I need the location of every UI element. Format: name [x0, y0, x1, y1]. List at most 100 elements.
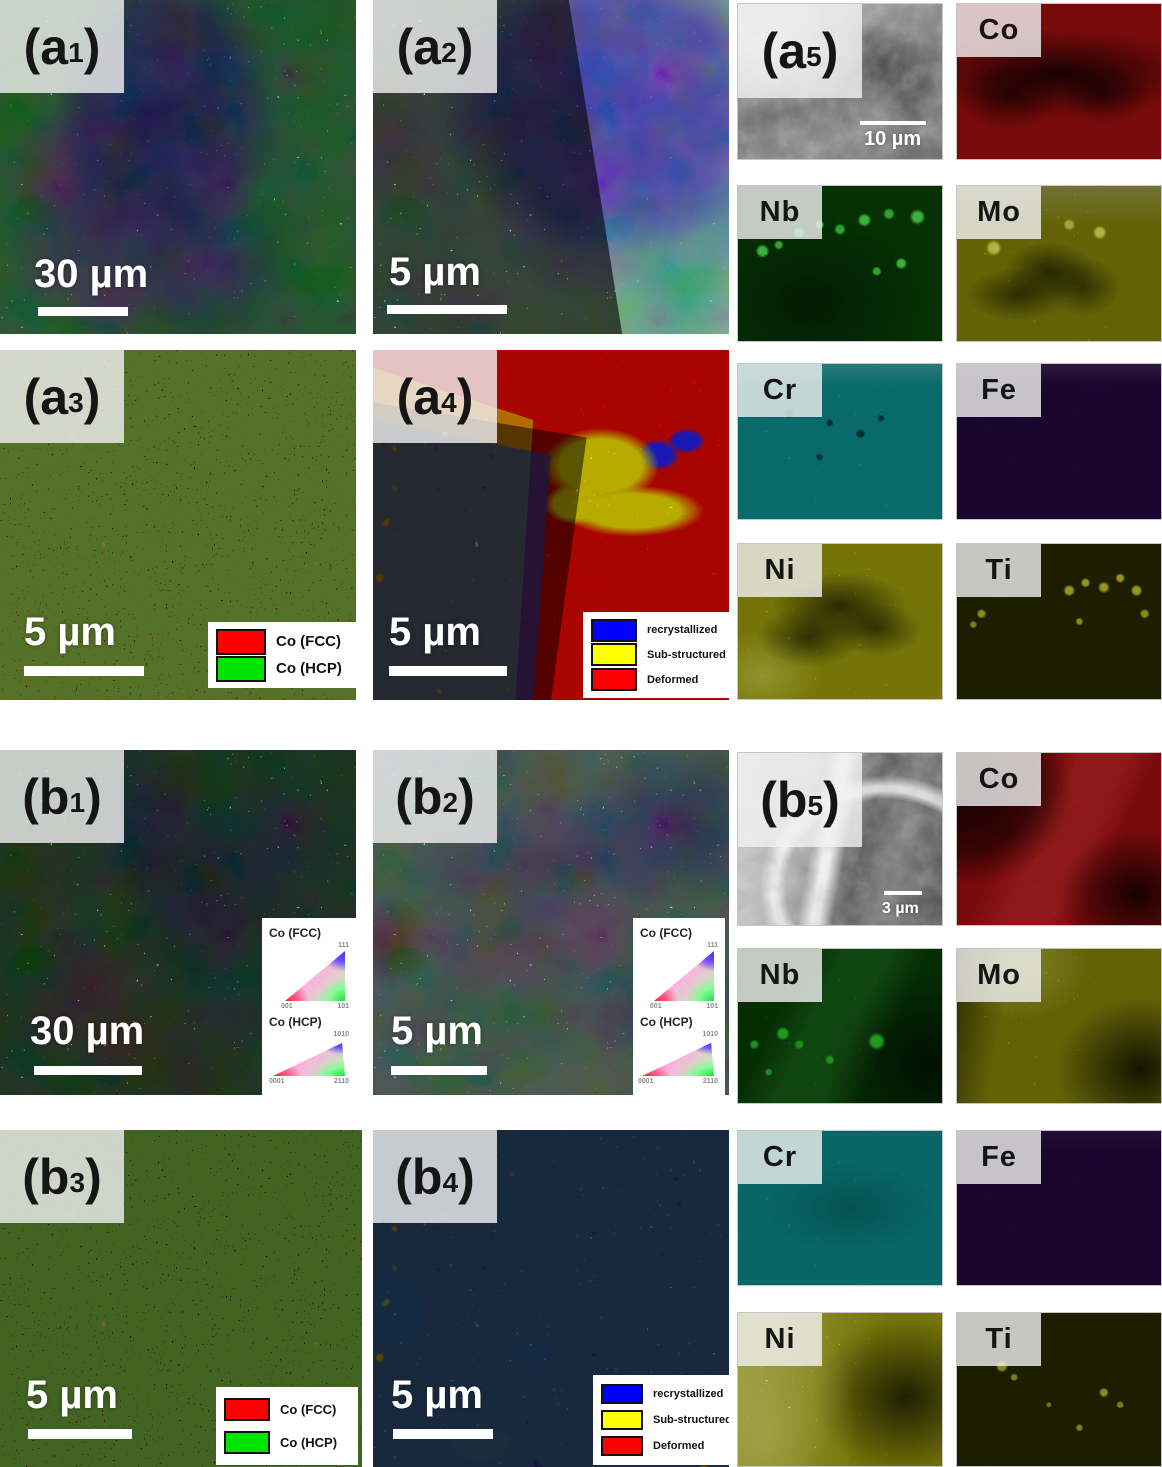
- panel-label-suffix: ): [85, 1148, 102, 1205]
- ipf-triangle-gradient: [654, 951, 714, 1001]
- phase-legend: Co (FCC) Co (HCP): [216, 1387, 358, 1465]
- element-symbol: Nb: [759, 959, 801, 991]
- element-label-nb: Nb: [738, 186, 822, 239]
- scale-bar: [393, 1429, 493, 1439]
- element-symbol: Mo: [977, 959, 1021, 991]
- legend-label: Co (HCP): [280, 1435, 338, 1450]
- scale-bar-label: 5 µm: [389, 250, 481, 294]
- legend-swatch-deformed: [591, 668, 637, 692]
- legend-swatch-deformed: [601, 1436, 643, 1456]
- element-symbol: Cr: [762, 374, 798, 406]
- legend-label: Sub-structured: [647, 648, 726, 661]
- ipf-vertex-label: 2110: [702, 1078, 718, 1085]
- ipf-color-key: Co (FCC) 111 001 101 Co (HCP) 1010 0001 …: [262, 918, 356, 1095]
- legend-swatch-substructured: [601, 1410, 643, 1430]
- element-symbol: Nb: [759, 196, 801, 228]
- legend-row: Co (HCP): [216, 655, 348, 682]
- element-symbol: Fe: [981, 1141, 1017, 1173]
- scale-bar-label: 5 µm: [391, 1009, 483, 1053]
- element-symbol: Co: [978, 14, 1020, 46]
- panel-a2-ipf-map: (a 2) 5 µm: [373, 0, 729, 334]
- ipf-vertex-label: 2110: [333, 1078, 349, 1085]
- element-label-ni: Ni: [738, 1313, 822, 1366]
- panel-eds-b-fe: Fe: [956, 1130, 1162, 1286]
- panel-b3-phase-map: (b 3) 5 µm Co (FCC) Co (HCP): [0, 1130, 362, 1467]
- ipf-hcp-triangle: 1010 0001 2110: [269, 1031, 349, 1085]
- scale-bar-label: 5 µm: [389, 610, 481, 654]
- phase-legend: Co (FCC) Co (HCP): [208, 622, 356, 688]
- legend-swatch-co-fcc: [216, 628, 266, 655]
- panel-label-prefix: (b: [760, 772, 808, 828]
- ipf-fcc-title: Co (FCC): [269, 926, 321, 940]
- panel-eds-b-cr: Cr: [737, 1130, 943, 1286]
- panel-eds-b-mo: Mo: [956, 948, 1162, 1104]
- legend-row: Deformed: [591, 668, 721, 692]
- scale-bar-label: 5 µm: [391, 1373, 483, 1417]
- panel-a3-phase-map: (a 3) 5 µm Co (FCC) Co (HCP): [0, 350, 356, 700]
- ipf-triangle-gradient: [273, 1042, 345, 1076]
- panel-label-prefix: (a: [23, 18, 69, 75]
- legend-label: Co (FCC): [280, 1402, 337, 1417]
- legend-swatch-co-fcc: [224, 1398, 270, 1421]
- panel-label-chip: (b 3): [0, 1130, 124, 1223]
- ipf-vertex-label: 1010: [702, 1031, 718, 1038]
- ipf-hcp-triangle: 1010 0001 2110: [638, 1031, 718, 1085]
- ipf-vertex-label: 001: [650, 1003, 662, 1010]
- element-label-ti: Ti: [957, 544, 1041, 597]
- scale-bar: [391, 1066, 487, 1075]
- legend-row: Co (FCC): [224, 1398, 350, 1421]
- legend-swatch-substructured: [591, 643, 637, 667]
- panel-label-prefix: (b: [395, 768, 443, 825]
- panel-label-prefix: (b: [395, 1148, 443, 1205]
- scale-bar: [34, 1066, 142, 1075]
- element-label-mo: Mo: [957, 949, 1041, 1002]
- panel-eds-b-ni: Ni: [737, 1312, 943, 1467]
- ipf-vertex-label: 101: [706, 1003, 718, 1010]
- ipf-vertex-label: 101: [337, 1003, 349, 1010]
- panel-eds-a-fe: Fe: [956, 363, 1162, 520]
- panel-label-chip: (b 2): [373, 750, 497, 843]
- scale-bar: [884, 891, 922, 895]
- panel-a4-recrystallization-map: (a 4) 5 µm recrystallized Sub-structured …: [373, 350, 729, 700]
- scale-bar-label: 5 µm: [24, 610, 116, 654]
- scale-bar: [28, 1429, 132, 1439]
- scale-bar-label: 30 µm: [30, 1009, 145, 1053]
- element-symbol: Co: [978, 763, 1020, 795]
- panel-eds-a-cr: Cr: [737, 363, 943, 520]
- panel-label-chip: (a 1): [0, 0, 124, 93]
- scale-bar: [24, 666, 144, 676]
- element-symbol: Fe: [981, 374, 1017, 406]
- element-symbol: Ti: [985, 1323, 1013, 1355]
- panel-eds-b-nb: Nb: [737, 948, 943, 1104]
- legend-swatch-co-hcp: [224, 1431, 270, 1454]
- panel-label-chip: (a 5): [738, 4, 862, 98]
- panel-label-prefix: (a: [761, 23, 807, 79]
- legend-swatch-recrystallized: [591, 618, 637, 642]
- element-symbol: Ti: [985, 554, 1013, 586]
- scale-bar-label: 5 µm: [26, 1373, 118, 1417]
- panel-label-prefix: (a: [23, 368, 69, 425]
- panel-label-chip: (b 4): [373, 1130, 497, 1223]
- scale-bar: [860, 121, 926, 125]
- panel-b4-recrystallization-map: (b 4) 5 µm recrystallized Sub-structured …: [373, 1130, 729, 1467]
- legend-label: Deformed: [647, 673, 699, 686]
- legend-row: recrystallized: [591, 618, 721, 642]
- legend-row: Sub-structured: [601, 1410, 729, 1430]
- panel-eds-a-mo: Mo: [956, 185, 1162, 342]
- panel-b5-sem-image: (b 5) 3 µm: [737, 752, 943, 926]
- legend-swatch-recrystallized: [601, 1384, 643, 1404]
- element-label-fe: Fe: [957, 364, 1041, 417]
- panel-label-chip: (b 1): [0, 750, 124, 843]
- panel-eds-a-ni: Ni: [737, 543, 943, 700]
- legend-label: recrystallized: [647, 624, 718, 637]
- legend-row: Sub-structured: [591, 643, 726, 667]
- panel-label-suffix: ): [458, 768, 475, 825]
- element-label-fe: Fe: [957, 1131, 1041, 1184]
- legend-row: recrystallized: [601, 1384, 723, 1404]
- scale-bar: [387, 305, 507, 314]
- panel-label-chip: (b 5): [738, 753, 862, 847]
- scale-bar: [38, 307, 128, 316]
- ipf-vertex-label: 0001: [269, 1078, 285, 1085]
- scale-bar-label: 10 µm: [864, 128, 922, 150]
